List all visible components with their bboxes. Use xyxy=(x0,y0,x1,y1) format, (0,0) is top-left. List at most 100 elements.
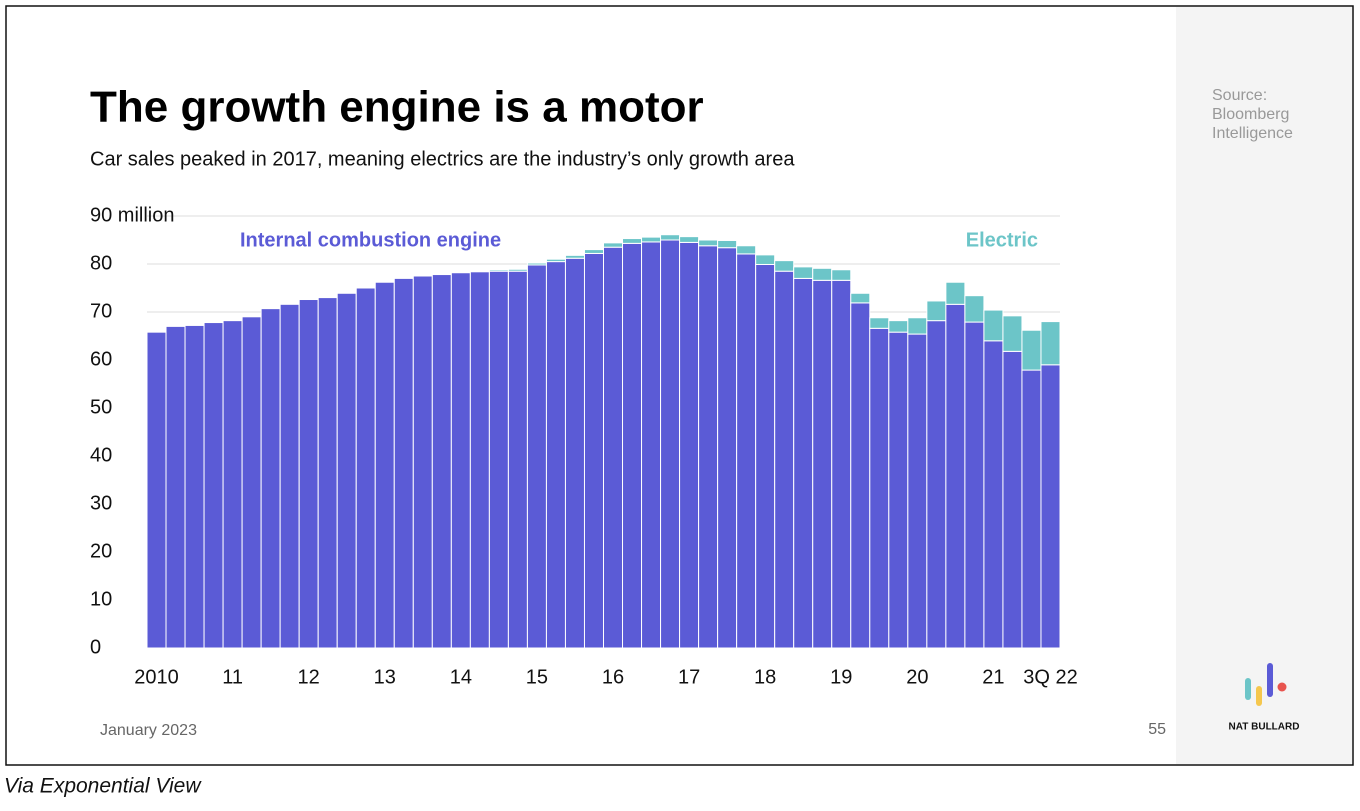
bar-segment xyxy=(775,261,794,272)
bar-segment xyxy=(1041,322,1060,365)
bar-segment xyxy=(185,325,204,648)
bar-segment xyxy=(927,321,946,648)
bar-segment xyxy=(794,267,813,279)
logo-bar xyxy=(1245,678,1251,700)
bar-segment xyxy=(813,280,832,648)
x-tick-label: 14 xyxy=(450,666,472,688)
bar-segment xyxy=(1003,316,1022,352)
bar-segment xyxy=(508,269,527,271)
y-tick-label: 0 xyxy=(90,636,101,658)
bar-segment xyxy=(375,282,394,648)
bar-segment xyxy=(889,332,908,648)
bar-segment xyxy=(680,237,699,243)
x-tick-label: 21 xyxy=(982,666,1004,688)
x-tick-label: 11 xyxy=(222,666,243,688)
bar-segment xyxy=(965,322,984,648)
y-tick-label: 30 xyxy=(90,492,112,514)
bar-segment xyxy=(413,276,432,648)
y-tick-label: 80 xyxy=(90,252,112,274)
bar-segment xyxy=(584,253,603,648)
bar-segment xyxy=(965,296,984,322)
bar-segment xyxy=(737,246,756,254)
bar-segment xyxy=(299,300,318,648)
bar-segment xyxy=(280,304,299,648)
bar-segment xyxy=(756,255,775,265)
bar-segment xyxy=(432,275,451,648)
bar-segment xyxy=(489,270,508,271)
bar-segment xyxy=(1041,365,1060,648)
bar-segment xyxy=(718,248,737,648)
bar-segment xyxy=(832,280,851,648)
logo-bar xyxy=(1256,686,1262,706)
bar-segment xyxy=(356,288,375,648)
x-tick-label: 20 xyxy=(906,666,928,688)
bar-segment xyxy=(242,317,261,648)
page-number: 55 xyxy=(1148,721,1166,738)
x-tick-label: 15 xyxy=(526,666,548,688)
bar-segment xyxy=(394,278,413,648)
bar-segment xyxy=(946,304,965,648)
bar-segment xyxy=(147,332,166,648)
bar-segment xyxy=(642,237,661,242)
bar-segment xyxy=(470,271,489,272)
bar-segment xyxy=(318,298,337,648)
x-tick-label: 18 xyxy=(754,666,776,688)
bar-segment xyxy=(584,250,603,254)
bar-segment xyxy=(565,258,584,648)
bar-segment xyxy=(889,321,908,333)
bar-segment xyxy=(527,263,546,265)
bar-segment xyxy=(927,301,946,321)
logo-bar xyxy=(1267,663,1273,697)
chart-subtitle: Car sales peaked in 2017, meaning electr… xyxy=(90,148,795,170)
y-tick-label: 90 million xyxy=(90,204,174,226)
bar-segment xyxy=(775,271,794,648)
brand: NAT BULLARD xyxy=(1229,722,1300,733)
bar-segment xyxy=(623,239,642,244)
bar-segment xyxy=(1022,370,1041,648)
y-tick-label: 40 xyxy=(90,444,112,466)
bar-segment xyxy=(661,240,680,648)
bar-segment xyxy=(984,310,1003,341)
y-tick-label: 70 xyxy=(90,300,112,322)
bar-segment xyxy=(699,246,718,648)
x-tick-label: 2010 xyxy=(134,666,179,688)
bar-segment xyxy=(489,271,508,648)
x-tick-label: 16 xyxy=(602,666,624,688)
caption: Via Exponential View xyxy=(4,775,202,798)
x-tick-label: 19 xyxy=(830,666,852,688)
legend-label: Internal combustion engine xyxy=(240,229,501,251)
bar-segment xyxy=(546,262,565,648)
bar-segment xyxy=(451,273,470,648)
bar-segment xyxy=(699,240,718,246)
bar-segment xyxy=(604,247,623,648)
source: Source: Bloomberg Intelligence xyxy=(1212,86,1322,143)
bar-segment xyxy=(261,309,280,648)
bar-segment xyxy=(946,282,965,304)
bar-segment xyxy=(851,303,870,648)
bar-segment xyxy=(604,243,623,247)
bar-segment xyxy=(1022,330,1041,370)
y-tick-label: 20 xyxy=(90,540,112,562)
bar-segment xyxy=(623,243,642,648)
bar-segment xyxy=(546,259,565,261)
bar-segment xyxy=(908,318,927,334)
logo-dot xyxy=(1278,683,1287,692)
bar-segment xyxy=(984,341,1003,648)
bar-segment xyxy=(527,265,546,648)
source-box: Source: Bloomberg Intelligence xyxy=(1212,86,1322,156)
chart-title: The growth engine is a motor xyxy=(90,83,704,132)
x-tick-label: 12 xyxy=(298,666,320,688)
bar-segment xyxy=(337,293,356,648)
y-tick-label: 10 xyxy=(90,588,112,610)
bar-segment xyxy=(813,268,832,280)
bar-segment xyxy=(870,328,889,648)
bar-segment xyxy=(661,235,680,240)
bar-segment xyxy=(718,240,737,247)
x-tick-label: 13 xyxy=(374,666,396,688)
bar-segment xyxy=(166,326,185,648)
bar-segment xyxy=(794,278,813,648)
bar-segment xyxy=(908,334,927,648)
legend-label: Electric xyxy=(966,229,1038,251)
